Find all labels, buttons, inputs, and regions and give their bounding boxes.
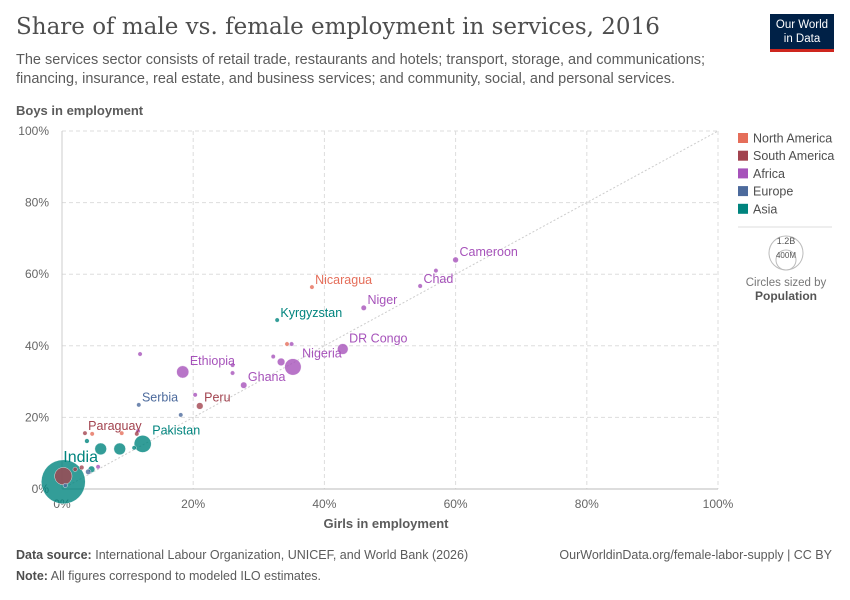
data-label: Nigeria [302,347,342,361]
data-point [89,431,95,437]
legend-label: South America [753,149,834,163]
x-tick-label: 40% [312,497,336,511]
source-link[interactable]: OurWorldinData.org/female-labor-supply |… [559,548,832,562]
data-point [133,435,152,453]
data-point [274,317,280,323]
y-tick-label: 100% [18,124,49,138]
data-point [240,381,248,389]
data-point [119,430,125,436]
data-point [337,343,349,355]
x-tick-label: 100% [703,497,734,511]
legend-label: Africa [753,167,785,181]
data-point [277,357,286,366]
data-point [230,370,235,376]
data-point [284,341,290,347]
data-label: Serbia [142,391,178,405]
legend-swatch [738,133,748,143]
y-tick-label: 20% [25,410,49,424]
data-label: Kyrgyzstan [280,306,342,320]
data-label: Chad [423,272,453,286]
data-label: India [63,449,98,466]
data-point [95,464,101,470]
chart-subtitle: The services sector consists of retail t… [16,52,706,87]
data-label: Nicaragua [315,273,372,287]
y-axis-label: Boys in employment [16,103,144,118]
x-axis-label: Girls in employment [324,516,450,531]
reference-line-y-equals-x [61,130,719,490]
size-legend-circle-small [775,249,797,271]
data-point [289,341,294,347]
data-point [433,268,439,274]
x-tick-label: 80% [575,497,599,511]
data-label: Paraguay [88,419,142,433]
legend-swatch [738,186,748,197]
y-tick-label: 40% [25,339,49,353]
data-point [309,284,315,290]
data-point [134,431,140,437]
data-label: Peru [204,391,230,405]
data-point [131,445,137,451]
data-point [79,464,85,471]
data-point [417,283,423,289]
legend-label: North America [753,132,832,146]
y-tick-label: 60% [25,267,49,281]
legend-label: Asia [753,202,777,216]
data-point [137,351,143,357]
data-label: Pakistan [152,423,200,437]
data-source: Data source: International Labour Organi… [16,548,469,562]
data-point [113,442,126,455]
legend-label: Europe [753,185,793,199]
data-label: Ghana [248,370,286,384]
data-point [72,466,78,472]
data-point [196,402,204,410]
data-label: Niger [367,293,397,307]
legend-swatch [738,150,748,161]
chart-title: Share of male vs. female employment in s… [16,14,660,40]
data-label: Ethiopia [190,354,235,368]
legend-swatch [738,203,748,214]
data-point [230,362,235,368]
data-point [84,438,90,444]
data-point [94,442,107,455]
data-point [360,304,367,311]
data-point [284,358,302,376]
data-point [452,256,459,263]
y-tick-label: 80% [25,196,49,210]
data-label: DR Congo [349,332,407,346]
data-point [82,430,88,436]
data-point [62,483,68,488]
data-point [270,354,276,359]
note: Note: All figures correspond to modeled … [16,569,322,583]
size-legend-label: 400M [776,251,796,260]
x-tick-label: 20% [181,497,205,511]
data-point [192,392,198,398]
data-point [178,412,184,418]
size-legend-variable: Population [755,289,817,303]
data-point [136,402,142,408]
data-label: Cameroon [459,245,517,259]
x-tick-label: 60% [444,497,468,511]
owid-logo[interactable]: Our World in Data [770,14,834,52]
legend-swatch [738,168,748,179]
data-point [176,365,190,379]
size-legend-label: 1.2B [777,236,796,246]
size-legend-caption: Circles sized by [746,277,827,289]
data-point [54,467,73,485]
data-point [85,468,92,475]
